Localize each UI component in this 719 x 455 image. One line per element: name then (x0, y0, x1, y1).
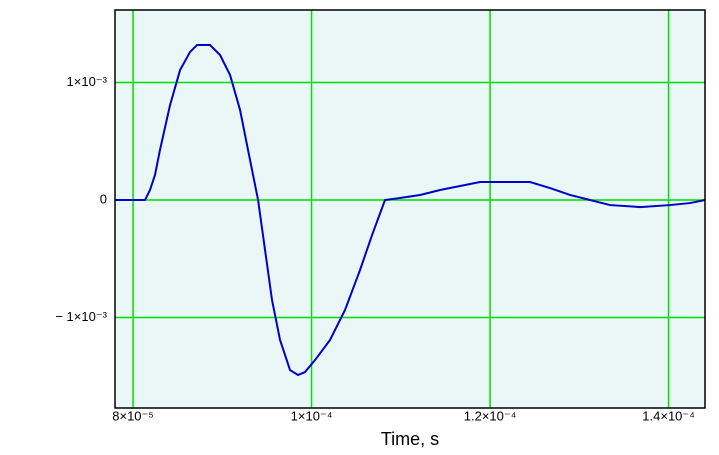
y-tick-label: 0 (100, 191, 107, 206)
x-tick-label: 1×10⁻⁴ (291, 408, 333, 423)
x-axis-label: Time, s (381, 429, 439, 449)
plot-border (114, 9, 706, 409)
plot-area (115, 10, 705, 408)
y-tick-label: − 1×10⁻³ (55, 309, 107, 324)
x-tick-label: 1.4×10⁻⁴ (642, 408, 695, 423)
x-tick-label: 1.2×10⁻⁴ (464, 408, 517, 423)
y-tick-label: 1×10⁻³ (67, 74, 108, 89)
x-tick-label: 8×10⁻⁵ (112, 408, 154, 423)
data-line (115, 44, 706, 377)
